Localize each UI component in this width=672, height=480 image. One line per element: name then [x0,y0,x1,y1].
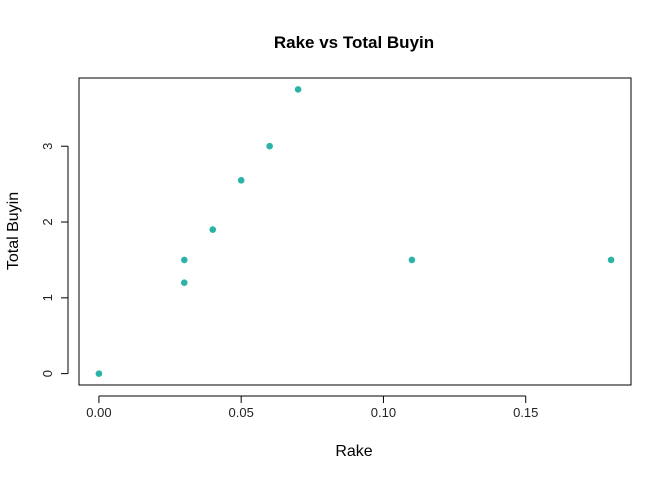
data-point [408,256,416,264]
data-point [294,86,302,93]
x-axis: 0.00 0.05 0.10 0.15 [86,395,538,420]
data-point [266,142,273,150]
y-tick-label: 0 [40,370,55,377]
x-tick-label: 0.15 [513,405,538,420]
y-tick-label: 1 [40,294,55,301]
data-point [95,370,103,377]
y-axis: 0 1 2 3 [40,143,69,377]
x-tick-label: 0.10 [371,405,396,420]
y-tick-label: 3 [40,143,55,150]
chart-title: Rake vs Total Buyin [274,33,434,52]
x-tick-label: 0.05 [229,405,254,420]
plot-frame [78,77,632,386]
x-axis-label: Rake [335,443,372,460]
data-point [607,256,615,264]
y-axis-label: Total Buyin [5,192,22,270]
data-point [180,256,188,264]
x-tick-label: 0.00 [86,405,111,420]
data-point [209,226,217,233]
data-point [237,177,245,184]
y-tick-label: 2 [40,218,55,225]
data-point [180,279,188,286]
data-points [95,86,615,377]
